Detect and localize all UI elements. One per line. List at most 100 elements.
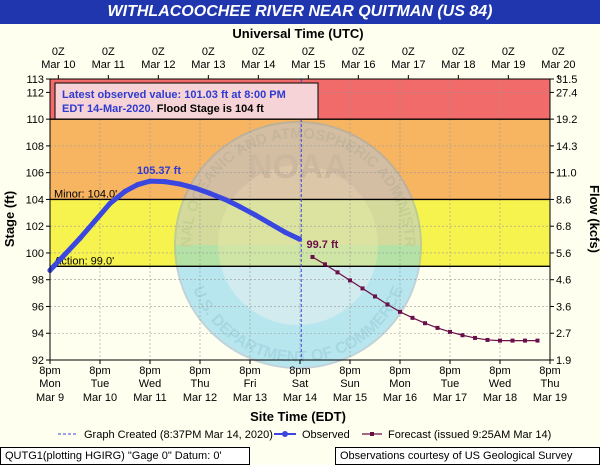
top-tick-label: 0Z xyxy=(52,46,65,58)
observed-point xyxy=(282,229,288,235)
y-tick-label: 113 xyxy=(26,74,44,86)
top-tick-date: Mar 19 xyxy=(491,59,525,71)
flood-label-minor: Minor: 104.0' xyxy=(54,188,117,200)
observed-point xyxy=(207,190,213,197)
y-tick-label: 106 xyxy=(26,168,44,180)
top-tick-label: 0Z xyxy=(152,46,165,58)
top-tick-date: Mar 13 xyxy=(191,59,225,71)
y2-tick-label: 6.8 xyxy=(556,221,571,233)
forecast-point xyxy=(335,270,340,275)
top-axis-label: Universal Time (UTC) xyxy=(232,26,363,41)
top-tick-date: Mar 14 xyxy=(241,59,275,71)
legend-forecast-marker xyxy=(370,432,374,436)
y-tick-label: 104 xyxy=(26,194,44,206)
top-tick-label: 0Z xyxy=(352,46,365,58)
y-tick-label: 98 xyxy=(32,275,44,287)
legend-observed-marker xyxy=(282,431,288,437)
top-tick-label: 0Z xyxy=(552,46,565,58)
bottom-tick-time: 8pm xyxy=(539,365,560,377)
observed-point xyxy=(267,220,273,227)
bottom-tick-time: 8pm xyxy=(389,365,410,377)
top-tick-label: 0Z xyxy=(252,46,265,58)
footer-right: Observations courtesy of US Geological S… xyxy=(335,447,600,465)
y2-tick-label: 2.7 xyxy=(556,328,571,340)
forecast-point xyxy=(498,338,502,343)
top-tick-date: Mar 11 xyxy=(92,59,125,71)
legend: Graph Created (8:37PM Mar 14, 2020) Obser… xyxy=(58,429,551,441)
legend-created-label: Graph Created (8:37PM Mar 14, 2020) xyxy=(84,429,273,441)
bottom-tick-date: Mar 16 xyxy=(383,392,417,404)
bottom-tick-day: Thu xyxy=(191,378,210,390)
top-tick-label: 0Z xyxy=(302,46,315,58)
bottom-tick-date: Mar 15 xyxy=(333,392,367,404)
bottom-tick-date: Mar 19 xyxy=(533,392,567,404)
observed-point xyxy=(222,196,228,203)
y2-tick-label: 14.3 xyxy=(556,141,577,153)
y-axis-label: Stage (ft) xyxy=(2,191,17,247)
title-bar: WITHLACOOCHEE RIVER NEAR QUITMAN (US 84) xyxy=(0,0,600,24)
latest-value-date: EDT 14-Mar-2020. xyxy=(62,103,154,115)
top-tick-date: Mar 16 xyxy=(341,59,375,71)
forecast-point xyxy=(385,302,390,307)
forecast-start-label: 99.7 ft xyxy=(307,239,339,251)
bottom-tick-date: Mar 10 xyxy=(83,392,117,404)
y2-tick-label: 1.9 xyxy=(556,355,571,367)
bottom-tick-time: 8pm xyxy=(39,365,60,377)
y2-tick-label: 3.6 xyxy=(556,301,571,313)
forecast-point xyxy=(323,262,327,267)
forecast-point xyxy=(423,321,427,326)
observed-point xyxy=(147,178,153,184)
observed-series xyxy=(47,178,303,273)
bottom-tick-day: Tue xyxy=(441,378,460,390)
forecast-point xyxy=(460,333,465,338)
y2-tick-label: 5.6 xyxy=(556,248,571,260)
bottom-tick-time: 8pm xyxy=(139,365,160,377)
bottom-tick-day: Sat xyxy=(292,378,309,390)
x-axis-label: Site Time (EDT) xyxy=(250,409,346,424)
observed-point xyxy=(62,251,68,257)
observed-line xyxy=(47,178,302,273)
flood-label-action: Action: 99.0' xyxy=(54,255,114,267)
forecast-point xyxy=(373,294,377,299)
forecast-point xyxy=(485,337,490,342)
legend-forecast-label: Forecast (issued 9:25AM Mar 14) xyxy=(388,429,551,441)
observed-point xyxy=(237,204,243,210)
observed-point xyxy=(107,200,113,207)
bottom-tick-day: Fri xyxy=(244,378,257,390)
observed-point xyxy=(134,182,141,188)
y2-tick-label: 31.5 xyxy=(556,74,577,86)
observed-point xyxy=(192,185,198,191)
bottom-tick-time: 8pm xyxy=(189,365,210,377)
legend-observed-label: Observed xyxy=(302,429,350,441)
crest-label: 105.37 ft xyxy=(137,165,181,177)
flood-stage-note: Flood Stage is 104 ft xyxy=(154,103,264,115)
bottom-tick-time: 8pm xyxy=(489,365,510,377)
top-tick-label: 0Z xyxy=(102,46,115,58)
y-tick-label: 96 xyxy=(32,301,44,313)
top-tick-label: 0Z xyxy=(452,46,465,58)
bottom-tick-day: Wed xyxy=(139,378,161,390)
observed-point xyxy=(77,235,83,241)
forecast-point xyxy=(523,338,527,343)
y2-tick-label: 8.6 xyxy=(556,194,571,206)
grid xyxy=(50,79,550,360)
chart-title: WITHLACOOCHEE RIVER NEAR QUITMAN (US 84) xyxy=(107,3,493,20)
bottom-tick-date: Mar 18 xyxy=(483,392,517,404)
y2-tick-label: 11.0 xyxy=(556,168,577,180)
footer-left: QUTG1(plotting HGIRG) "Gage 0" Datum: 0' xyxy=(0,447,250,465)
hydrograph-chart: NATIONAL OCEANIC AND ATMOSPHERIC ADMINIS… xyxy=(0,0,600,441)
forecast-point xyxy=(473,335,477,340)
observed-point xyxy=(162,179,168,185)
bottom-tick-date: Mar 17 xyxy=(433,392,467,404)
forecast-series xyxy=(310,254,540,343)
forecast-point xyxy=(510,338,515,343)
bottom-tick-time: 8pm xyxy=(439,365,460,377)
watermark-inner xyxy=(218,165,378,325)
top-tick-date: Mar 10 xyxy=(41,59,75,71)
y2-tick-label: 4.6 xyxy=(556,275,571,287)
latest-value-line2: EDT 14-Mar-2020. Flood Stage is 104 ft xyxy=(62,103,264,115)
top-tick-date: Mar 17 xyxy=(391,59,425,71)
bottom-tick-day: Tue xyxy=(91,378,110,390)
forecast-point xyxy=(310,254,315,259)
